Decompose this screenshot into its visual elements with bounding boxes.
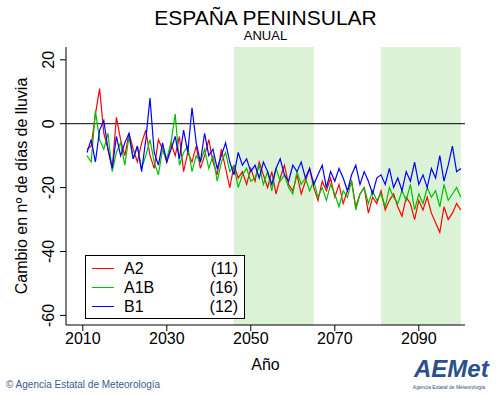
svg-text:2010: 2010: [65, 330, 101, 347]
svg-text:Año: Año: [251, 356, 280, 373]
html-text:Cambio en nº de días de lluvia: Cambio en nº de días de lluvia: [13, 77, 30, 295]
html-text:A2: A2: [124, 259, 144, 277]
html-text:Agencia Estatal de Meteorologí: Agencia Estatal de Meteorología: [412, 384, 486, 390]
svg-text:2090: 2090: [401, 330, 437, 347]
html-text:A1B: A1B: [124, 278, 155, 296]
svg-text:2070: 2070: [317, 330, 353, 347]
html-text:(16): (16): [209, 278, 238, 296]
svg-text:2030: 2030: [149, 330, 185, 347]
html-text:ANUAL: ANUAL: [243, 28, 288, 43]
svg-text:-60: -60: [40, 304, 57, 327]
svg-text:0: 0: [40, 119, 57, 128]
html-text:(12): (12): [209, 297, 238, 315]
svg-text:2050: 2050: [233, 330, 269, 347]
svg-text:-40: -40: [40, 240, 57, 263]
html-text:AEMet: AEMet: [414, 355, 489, 382]
html-text:© Agencia Estatal de Meteorolo: © Agencia Estatal de Meteorología: [6, 379, 161, 390]
svg-text:-20: -20: [40, 176, 57, 199]
svg-text:20: 20: [40, 51, 57, 69]
html-text:(11): (11): [210, 259, 238, 277]
html-text:B1: B1: [124, 297, 144, 315]
html-text:ESPAÑA PENINSULAR: ESPAÑA PENINSULAR: [154, 6, 377, 29]
